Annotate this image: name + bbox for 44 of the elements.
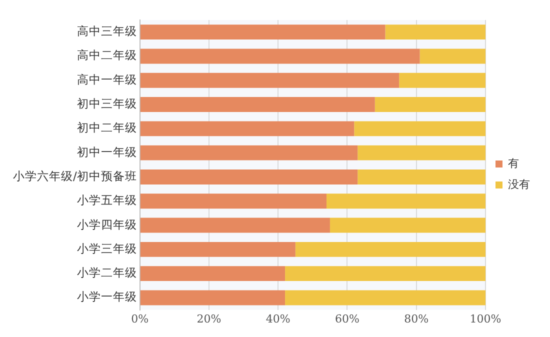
y-tick-label: 小学五年级 <box>76 193 137 208</box>
y-tick-label: 高中三年级 <box>76 24 137 38</box>
bar <box>140 48 420 64</box>
bar <box>358 169 486 184</box>
bar <box>358 145 486 160</box>
bar <box>330 218 486 233</box>
x-tick-label: 80% <box>404 312 429 326</box>
bar <box>140 218 330 233</box>
y-tick-label: 初中一年级 <box>76 144 137 159</box>
y-tick-label: 小学三年级 <box>76 241 137 256</box>
y-tick-label: 小学四年级 <box>76 217 137 232</box>
x-tick-label: 0% <box>131 312 149 326</box>
bar <box>140 72 400 88</box>
y-tick-label: 初中二年级 <box>76 120 137 135</box>
x-tick-label: 100% <box>470 312 502 326</box>
bar <box>285 266 486 282</box>
bar <box>399 72 486 88</box>
bar <box>140 290 286 306</box>
legend-label: 有 <box>508 156 519 170</box>
bar <box>140 242 296 257</box>
bar <box>354 121 486 136</box>
y-tick-label: 小学一年级 <box>76 290 137 304</box>
bar <box>385 24 486 40</box>
bar <box>140 97 375 112</box>
x-tick-label: 60% <box>335 312 360 326</box>
bar <box>374 97 486 112</box>
y-tick-label: 初中三年级 <box>76 96 137 111</box>
x-tick-label: 20% <box>196 312 222 326</box>
legend-label: 没有 <box>508 178 530 191</box>
bar <box>140 266 286 282</box>
y-tick-label: 小学六年级/初中预备班 <box>13 168 137 183</box>
y-tick-label: 高中一年级 <box>76 72 137 86</box>
bar <box>420 48 486 64</box>
bar <box>285 290 486 306</box>
bar <box>140 169 358 184</box>
y-tick-label: 小学二年级 <box>76 266 137 280</box>
bar <box>326 194 486 209</box>
x-tick-label: 40% <box>266 312 290 326</box>
bar <box>140 145 358 160</box>
bar <box>295 242 486 257</box>
bar <box>140 194 327 209</box>
bar <box>140 24 386 40</box>
bar <box>140 121 354 136</box>
y-tick-label: 高中二年级 <box>76 48 137 62</box>
